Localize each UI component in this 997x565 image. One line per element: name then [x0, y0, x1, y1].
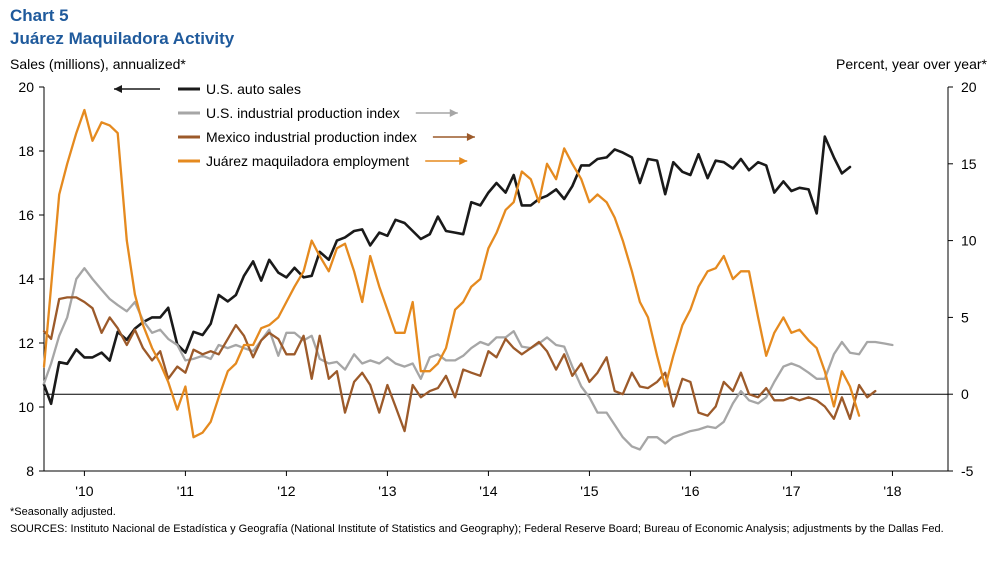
right-axis-label: Percent, year over year* [836, 56, 987, 72]
legend-label: U.S. auto sales [206, 81, 301, 97]
sources-note: SOURCES: Instituto Nacional de Estadísti… [10, 523, 944, 535]
series-line-4 [42, 108, 861, 439]
legend-label: Mexico industrial production index [206, 129, 417, 145]
right-tick-label: -5 [961, 463, 974, 479]
right-tick-label: 5 [961, 309, 969, 325]
x-tick-label: '10 [75, 483, 93, 499]
right-tick-label: 10 [961, 233, 977, 249]
legend-arrow-head [459, 157, 468, 165]
right-tick-label: 0 [961, 386, 969, 402]
series-line-2 [42, 267, 894, 451]
x-tick-label: '15 [580, 483, 598, 499]
left-tick-label: 18 [18, 143, 34, 159]
legend-label: U.S. industrial production index [206, 105, 400, 121]
x-tick-label: '13 [378, 483, 396, 499]
legend-arrow-head [114, 85, 122, 93]
left-tick-label: 8 [26, 463, 34, 479]
left-tick-label: 14 [18, 271, 34, 287]
chart-title: Juárez Maquiladora Activity [10, 29, 235, 48]
legend-label: Juárez maquiladora employment [206, 153, 409, 169]
x-tick-label: '18 [883, 483, 901, 499]
x-tick-label: '14 [479, 483, 497, 499]
left-tick-label: 16 [18, 207, 34, 223]
legend-arrow-head [449, 109, 458, 117]
x-tick-label: '12 [277, 483, 295, 499]
right-tick-label: 20 [961, 79, 977, 95]
x-tick-label: '16 [681, 483, 699, 499]
left-tick-label: 12 [18, 335, 34, 351]
chart-label: Chart 5 [10, 6, 69, 25]
series-line-3 [42, 296, 877, 433]
left-axis-label: Sales (millions), annualized* [10, 56, 186, 72]
right-tick-label: 15 [961, 156, 977, 172]
x-tick-label: '11 [177, 483, 194, 499]
left-tick-label: 20 [18, 79, 34, 95]
legend-arrow-head [466, 133, 475, 141]
footnote: *Seasonally adjusted. [10, 506, 116, 518]
x-tick-label: '17 [782, 483, 800, 499]
left-tick-label: 10 [18, 399, 34, 415]
